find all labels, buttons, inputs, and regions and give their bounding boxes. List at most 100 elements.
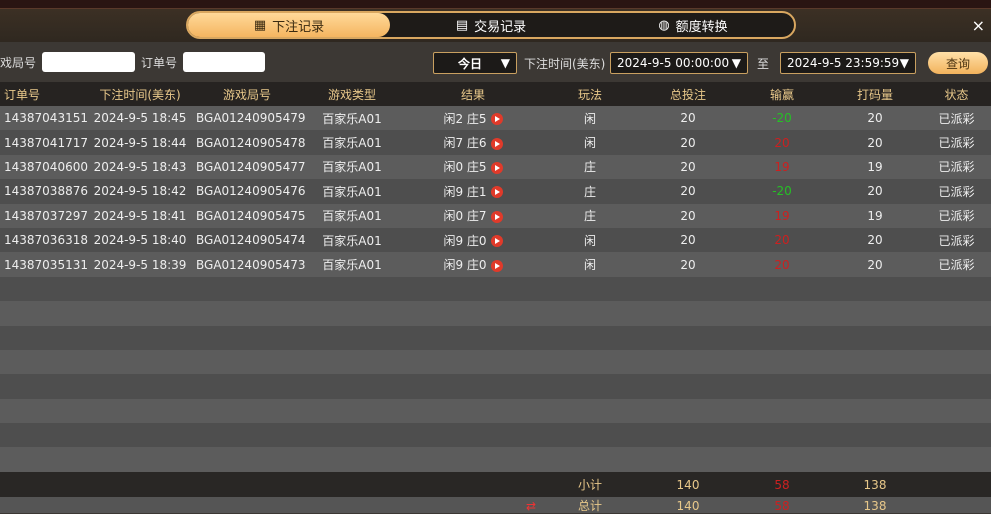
empty-row	[0, 398, 991, 424]
top-strip	[0, 0, 991, 9]
cell-result: 闲0 庄5	[406, 158, 540, 175]
play-replay-icon[interactable]	[490, 186, 503, 199]
cell-game-type: 百家乐A01	[298, 207, 406, 224]
cell-round-id: BGA01240905479	[196, 111, 306, 125]
column-header-result: 结果	[460, 87, 485, 102]
refresh-icon[interactable]: ⇄	[525, 498, 536, 513]
play-replay-icon[interactable]	[490, 137, 503, 150]
turnover-text: 20	[867, 111, 883, 126]
cell-total-bet: 20	[640, 111, 736, 125]
subtotal-turnover: 138	[863, 477, 887, 492]
cell-result: 闲7 庄6	[406, 134, 540, 151]
total-bet-text: 20	[680, 233, 696, 248]
result-text: 闲0 庄7	[443, 209, 487, 224]
cell-bet-time: 2024-9-5 18:42	[84, 184, 196, 198]
table-row: 14387043151 2024-9-5 18:45 BGA01240905479 百…	[0, 106, 991, 131]
round-input[interactable]	[42, 52, 136, 72]
win-loss-text: -20	[772, 111, 792, 126]
order-label: 订单号	[141, 55, 178, 70]
cell-order-id: 14387037297	[0, 209, 88, 223]
order-id-text: 14387041717	[4, 135, 88, 150]
calendar-icon: ▦	[253, 17, 267, 33]
status-text: 已派彩	[938, 184, 975, 199]
column-header-round-id: 游戏局号	[222, 87, 271, 102]
cell-status: 已派彩	[922, 134, 991, 151]
cell-bet-time: 2024-9-5 18:44	[84, 136, 196, 150]
win-loss-text: 19	[774, 208, 790, 223]
filter-bar: 戏局号 订单号 今日 ▼ 下注时间(美东) 2024-9-5 00:00:00 ▼ …	[0, 42, 991, 82]
column-header-status: 状态	[944, 87, 969, 102]
status-text: 已派彩	[938, 160, 975, 175]
round-id-text: BGA01240905474	[196, 233, 306, 248]
tab-transaction-records[interactable]: ▤ 交易记录	[455, 17, 527, 35]
play-replay-icon[interactable]	[490, 161, 503, 174]
cell-result: 闲9 庄1	[406, 183, 540, 200]
column-header-game-type: 游戏类型	[327, 87, 376, 102]
end-time-select[interactable]: 2024-9-5 23:59:59 ▼	[780, 52, 916, 74]
chevron-down-icon: ▼	[899, 56, 909, 70]
win-loss-text: 19	[774, 159, 790, 174]
start-time-select[interactable]: 2024-9-5 00:00:00 ▼	[610, 52, 748, 74]
cell-bet-type: 闲	[540, 134, 640, 151]
bet-type-text: 庄	[583, 160, 596, 175]
game-type-text: 百家乐A01	[322, 258, 382, 273]
total-win: 58	[774, 498, 790, 513]
round-id-text: BGA01240905477	[196, 159, 306, 174]
cell-turnover: 19	[828, 209, 922, 223]
order-input[interactable]	[183, 52, 266, 72]
result-text: 闲7 庄6	[443, 136, 487, 151]
table-row: 14387037297 2024-9-5 18:41 BGA01240905475 百…	[0, 203, 991, 228]
order-id-text: 14387036318	[4, 233, 88, 248]
table-row: 14387040600 2024-9-5 18:43 BGA01240905477 百…	[0, 154, 991, 180]
order-id-text: 14387035131	[4, 257, 88, 272]
period-select[interactable]: 今日 ▼	[433, 52, 517, 74]
total-bet-text: 20	[680, 111, 696, 126]
game-type-text: 百家乐A01	[322, 233, 382, 248]
status-text: 已派彩	[938, 233, 975, 248]
total-bet: 140	[676, 498, 700, 513]
total-bet-text: 20	[680, 208, 696, 223]
win-loss-text: 20	[774, 257, 790, 272]
total-bet-text: 20	[680, 184, 696, 199]
table-header: 订单号 下注时间(美东) 游戏局号 游戏类型 结果 玩法 总投注 输赢 打码量 状态	[0, 82, 991, 106]
empty-row	[0, 325, 991, 350]
cell-order-id: 14387035131	[0, 258, 88, 272]
play-replay-icon[interactable]	[490, 210, 503, 223]
cell-order-id: 14387036318	[0, 233, 88, 247]
cell-turnover: 20	[828, 111, 922, 125]
cell-order-id: 14387043151	[0, 111, 88, 125]
cell-result: 闲0 庄7	[406, 207, 540, 224]
total-row: ⇄ 总计 140 58 138	[0, 497, 991, 513]
subtotal-row: 小计 140 58 138	[0, 472, 991, 497]
query-button[interactable]: 查询	[928, 52, 988, 74]
cell-win-loss: 19	[736, 209, 828, 223]
round-label: 戏局号	[0, 55, 37, 70]
win-loss-text: 20	[774, 135, 790, 150]
empty-row	[0, 423, 991, 448]
cell-game-type: 百家乐A01	[298, 256, 406, 273]
cell-turnover: 20	[828, 184, 922, 198]
play-replay-icon[interactable]	[490, 113, 503, 126]
cell-bet-type: 庄	[540, 158, 640, 175]
cell-game-type: 百家乐A01	[298, 158, 406, 175]
game-type-text: 百家乐A01	[322, 184, 382, 199]
column-header-turnover: 打码量	[856, 87, 893, 102]
subtotal-bet: 140	[676, 477, 700, 492]
tab-credit-transfer[interactable]: ◍ 额度转换	[658, 17, 728, 35]
empty-row	[0, 374, 991, 399]
cell-total-bet: 20	[640, 258, 736, 272]
bet-time-text: 2024-9-5 18:39	[93, 257, 187, 272]
close-icon[interactable]: ×	[971, 16, 985, 35]
round-id-text: BGA01240905478	[196, 135, 306, 150]
play-replay-icon[interactable]	[490, 235, 503, 248]
cell-result: 闲9 庄0	[406, 232, 540, 249]
tab-bet-records[interactable]: ▦ 下注记录	[188, 13, 390, 37]
cell-turnover: 20	[828, 233, 922, 247]
cell-status: 已派彩	[922, 232, 991, 249]
cell-order-id: 14387041717	[0, 136, 88, 150]
bet-time-text: 2024-9-5 18:42	[93, 184, 187, 199]
result-text: 闲0 庄5	[443, 160, 487, 175]
total-label: 总计	[577, 499, 602, 513]
bet-time-text: 2024-9-5 18:40	[93, 233, 187, 248]
play-replay-icon[interactable]	[490, 259, 503, 272]
